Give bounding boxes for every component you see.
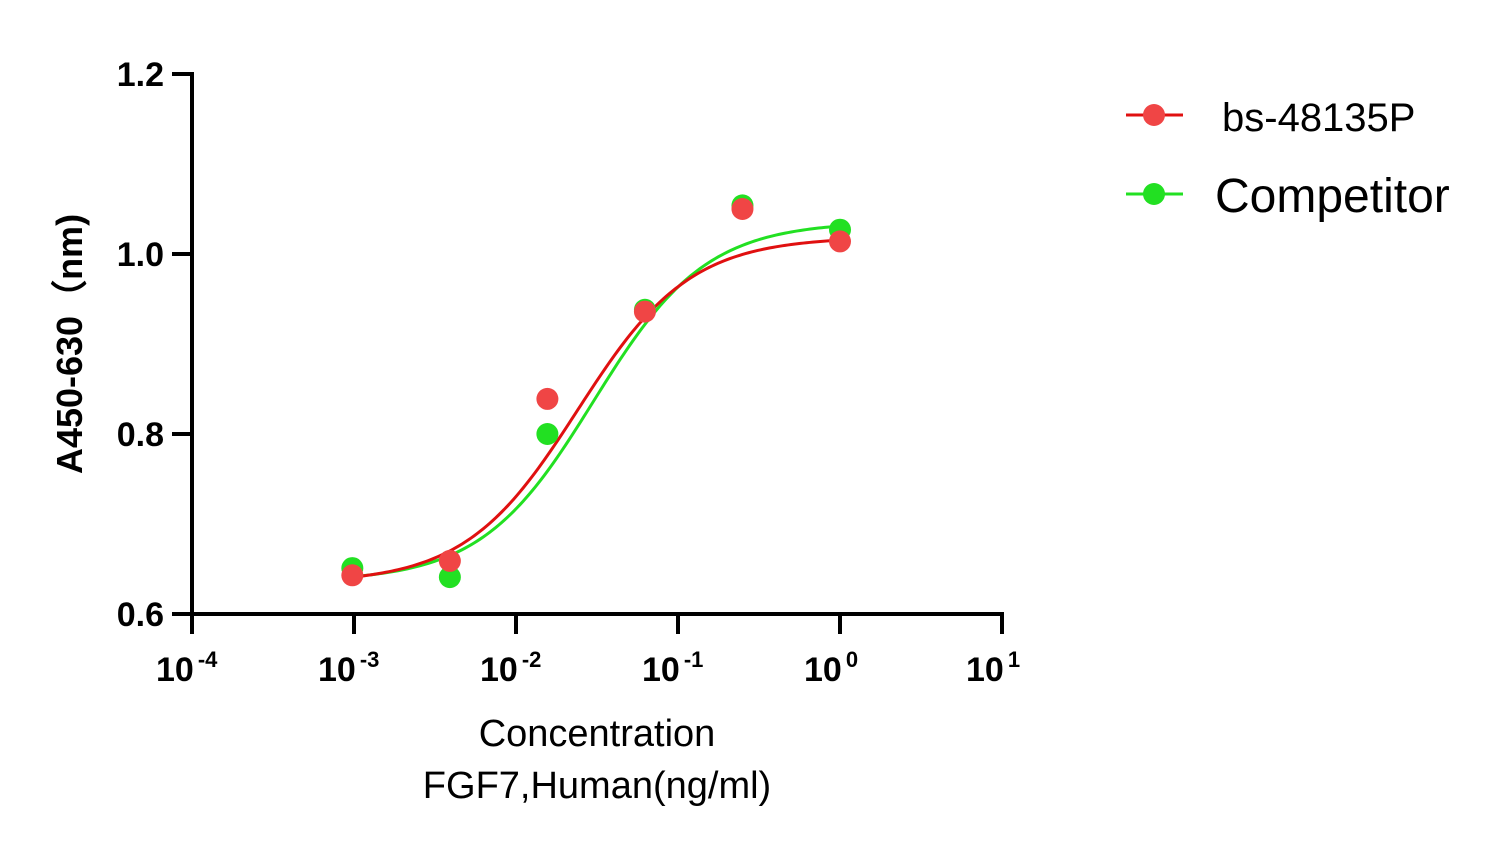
data-point-bs-48135p <box>829 230 851 253</box>
x-axis-title-line2: FGF7,Human(ng/ml) <box>423 765 771 807</box>
legend: bs-48135P Competitor <box>1126 96 1450 223</box>
legend-item-bs-48135P: bs-48135P <box>1126 96 1415 140</box>
legend-item-competitor: Competitor <box>1126 170 1450 223</box>
x-tick-label: 10 -1 <box>642 647 703 689</box>
x-tick-label: 10 -2 <box>480 647 541 689</box>
legend-label-bs-48135P: bs-48135P <box>1222 96 1415 140</box>
y-tick-label: 1.0 <box>117 236 164 274</box>
fit-curve-competitor <box>352 224 841 579</box>
x-tick-label: 10 -4 <box>156 647 218 689</box>
fit-curves <box>352 224 841 579</box>
y-tick-label: 1.2 <box>117 56 164 94</box>
x-axis-title-line1: Concentration <box>479 713 716 755</box>
y-tick-label: 0.6 <box>117 596 164 634</box>
data-point-bs-48135p <box>341 564 364 587</box>
axes <box>172 72 1004 632</box>
data-point-bs-48135p <box>731 198 754 220</box>
data-point-bs-48135p <box>633 300 656 323</box>
data-point-competitor <box>536 423 559 445</box>
x-tick-label: 10 -3 <box>318 647 379 689</box>
fit-curve-bs-48135p <box>352 238 841 579</box>
x-tick-label: 10 1 <box>966 647 1020 689</box>
y-tick-label: 0.8 <box>117 416 164 454</box>
legend-marker-competitor <box>1143 183 1165 205</box>
x-ticks: 10 -4 10 -3 10 -2 10 -1 10 0 10 1 <box>156 614 1020 689</box>
y-axis-title: A450-630（nm) <box>49 214 90 474</box>
data-point-competitor <box>438 566 461 589</box>
y-ticks: 0.6 0.8 1.0 1.2 <box>117 56 192 634</box>
legend-marker-bs-48135P <box>1143 104 1165 126</box>
data-points <box>341 194 851 589</box>
data-point-bs-48135p <box>536 387 559 410</box>
data-point-bs-48135p <box>438 549 461 572</box>
legend-label-competitor: Competitor <box>1215 170 1450 223</box>
x-tick-label: 10 0 <box>804 647 858 689</box>
